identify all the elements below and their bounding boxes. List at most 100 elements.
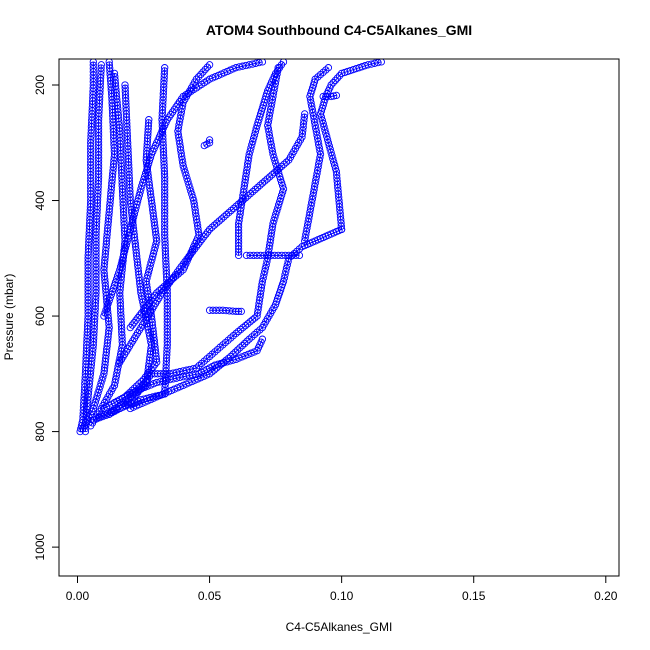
data-point [89,59,97,66]
data-point [258,277,267,286]
data-point [231,348,239,356]
data-point [183,255,191,263]
data-point [253,183,262,192]
data-point [232,329,240,338]
data-point [273,166,281,175]
data-point [275,164,283,173]
x-tick-label: 0.05 [198,589,222,603]
data-point [333,74,342,82]
data-point [318,116,326,124]
series-9 [126,225,346,413]
data-point [256,251,265,260]
data-point [249,187,257,196]
data-point [290,250,298,258]
series-14 [205,306,245,316]
data-point [248,316,257,324]
data-point [144,119,153,127]
chart-title: ATOM4 Southbound C4-C5Alkanes_GMI [206,22,472,38]
data-point [248,141,256,149]
data-point [288,251,296,260]
y-axis: 200 400 600 800 1000 [33,75,60,560]
data-point [172,374,181,382]
data-point [97,61,105,69]
data-point [179,260,187,268]
data-point [137,378,145,386]
data-point [262,261,270,269]
series-13 [301,64,333,245]
data-point [136,311,144,319]
data-point [237,325,245,334]
data-point [205,370,214,378]
data-point [285,251,293,260]
series-15 [200,136,214,150]
data-point [319,68,327,76]
data-point [234,200,243,208]
data-point [97,64,105,72]
data-point [224,354,233,363]
plot-frame [58,58,620,577]
data-point [251,185,259,194]
data-point [249,251,258,260]
series-18 [116,110,309,366]
data-point [220,358,228,366]
data-point [204,228,212,236]
data-point [172,368,181,377]
data-point [246,251,254,260]
data-point [200,357,208,365]
data-point [105,297,113,305]
data-point [205,139,214,147]
data-point [192,243,201,251]
data-point [185,252,193,261]
data-point [324,139,333,147]
data-point [276,194,285,203]
series-16 [319,91,341,101]
data-point [335,72,344,80]
data-point [121,81,129,89]
data-point [232,307,240,316]
data-point [238,342,246,350]
data-point [145,116,153,124]
data-point [367,60,376,68]
data-point [256,326,264,334]
data-point [100,312,108,320]
data-point [259,274,267,282]
data-point [253,251,261,260]
data-point [225,208,233,217]
data-point [162,376,171,384]
data-point [261,264,270,272]
data-point [111,73,119,81]
data-point [242,251,251,260]
x-tick-label: 0.10 [330,589,354,603]
data-point [229,204,238,213]
data-point [200,233,208,241]
series-0 [76,59,97,436]
data-point [201,65,209,74]
data-point [282,267,290,276]
data-point [89,404,97,413]
data-point [134,314,142,322]
data-point [265,173,274,181]
data-point [272,210,280,218]
data-point [279,59,288,66]
data-point [190,245,199,253]
data-point [319,119,327,128]
data-point [182,366,191,374]
data-point [132,316,140,324]
data-point [238,62,247,70]
data-point [256,181,264,189]
series-11 [234,59,288,260]
data-point [131,398,139,406]
data-point [217,360,225,368]
data-point [227,206,235,215]
data-point [176,368,184,376]
data-point [113,272,122,280]
data-point [160,67,169,75]
data-point [239,196,247,204]
data-point [146,153,155,162]
data-point [210,221,219,229]
data-point [198,235,206,243]
data-point [267,251,275,260]
data-point [111,278,120,286]
data-point [108,287,117,296]
data-point [94,389,102,397]
